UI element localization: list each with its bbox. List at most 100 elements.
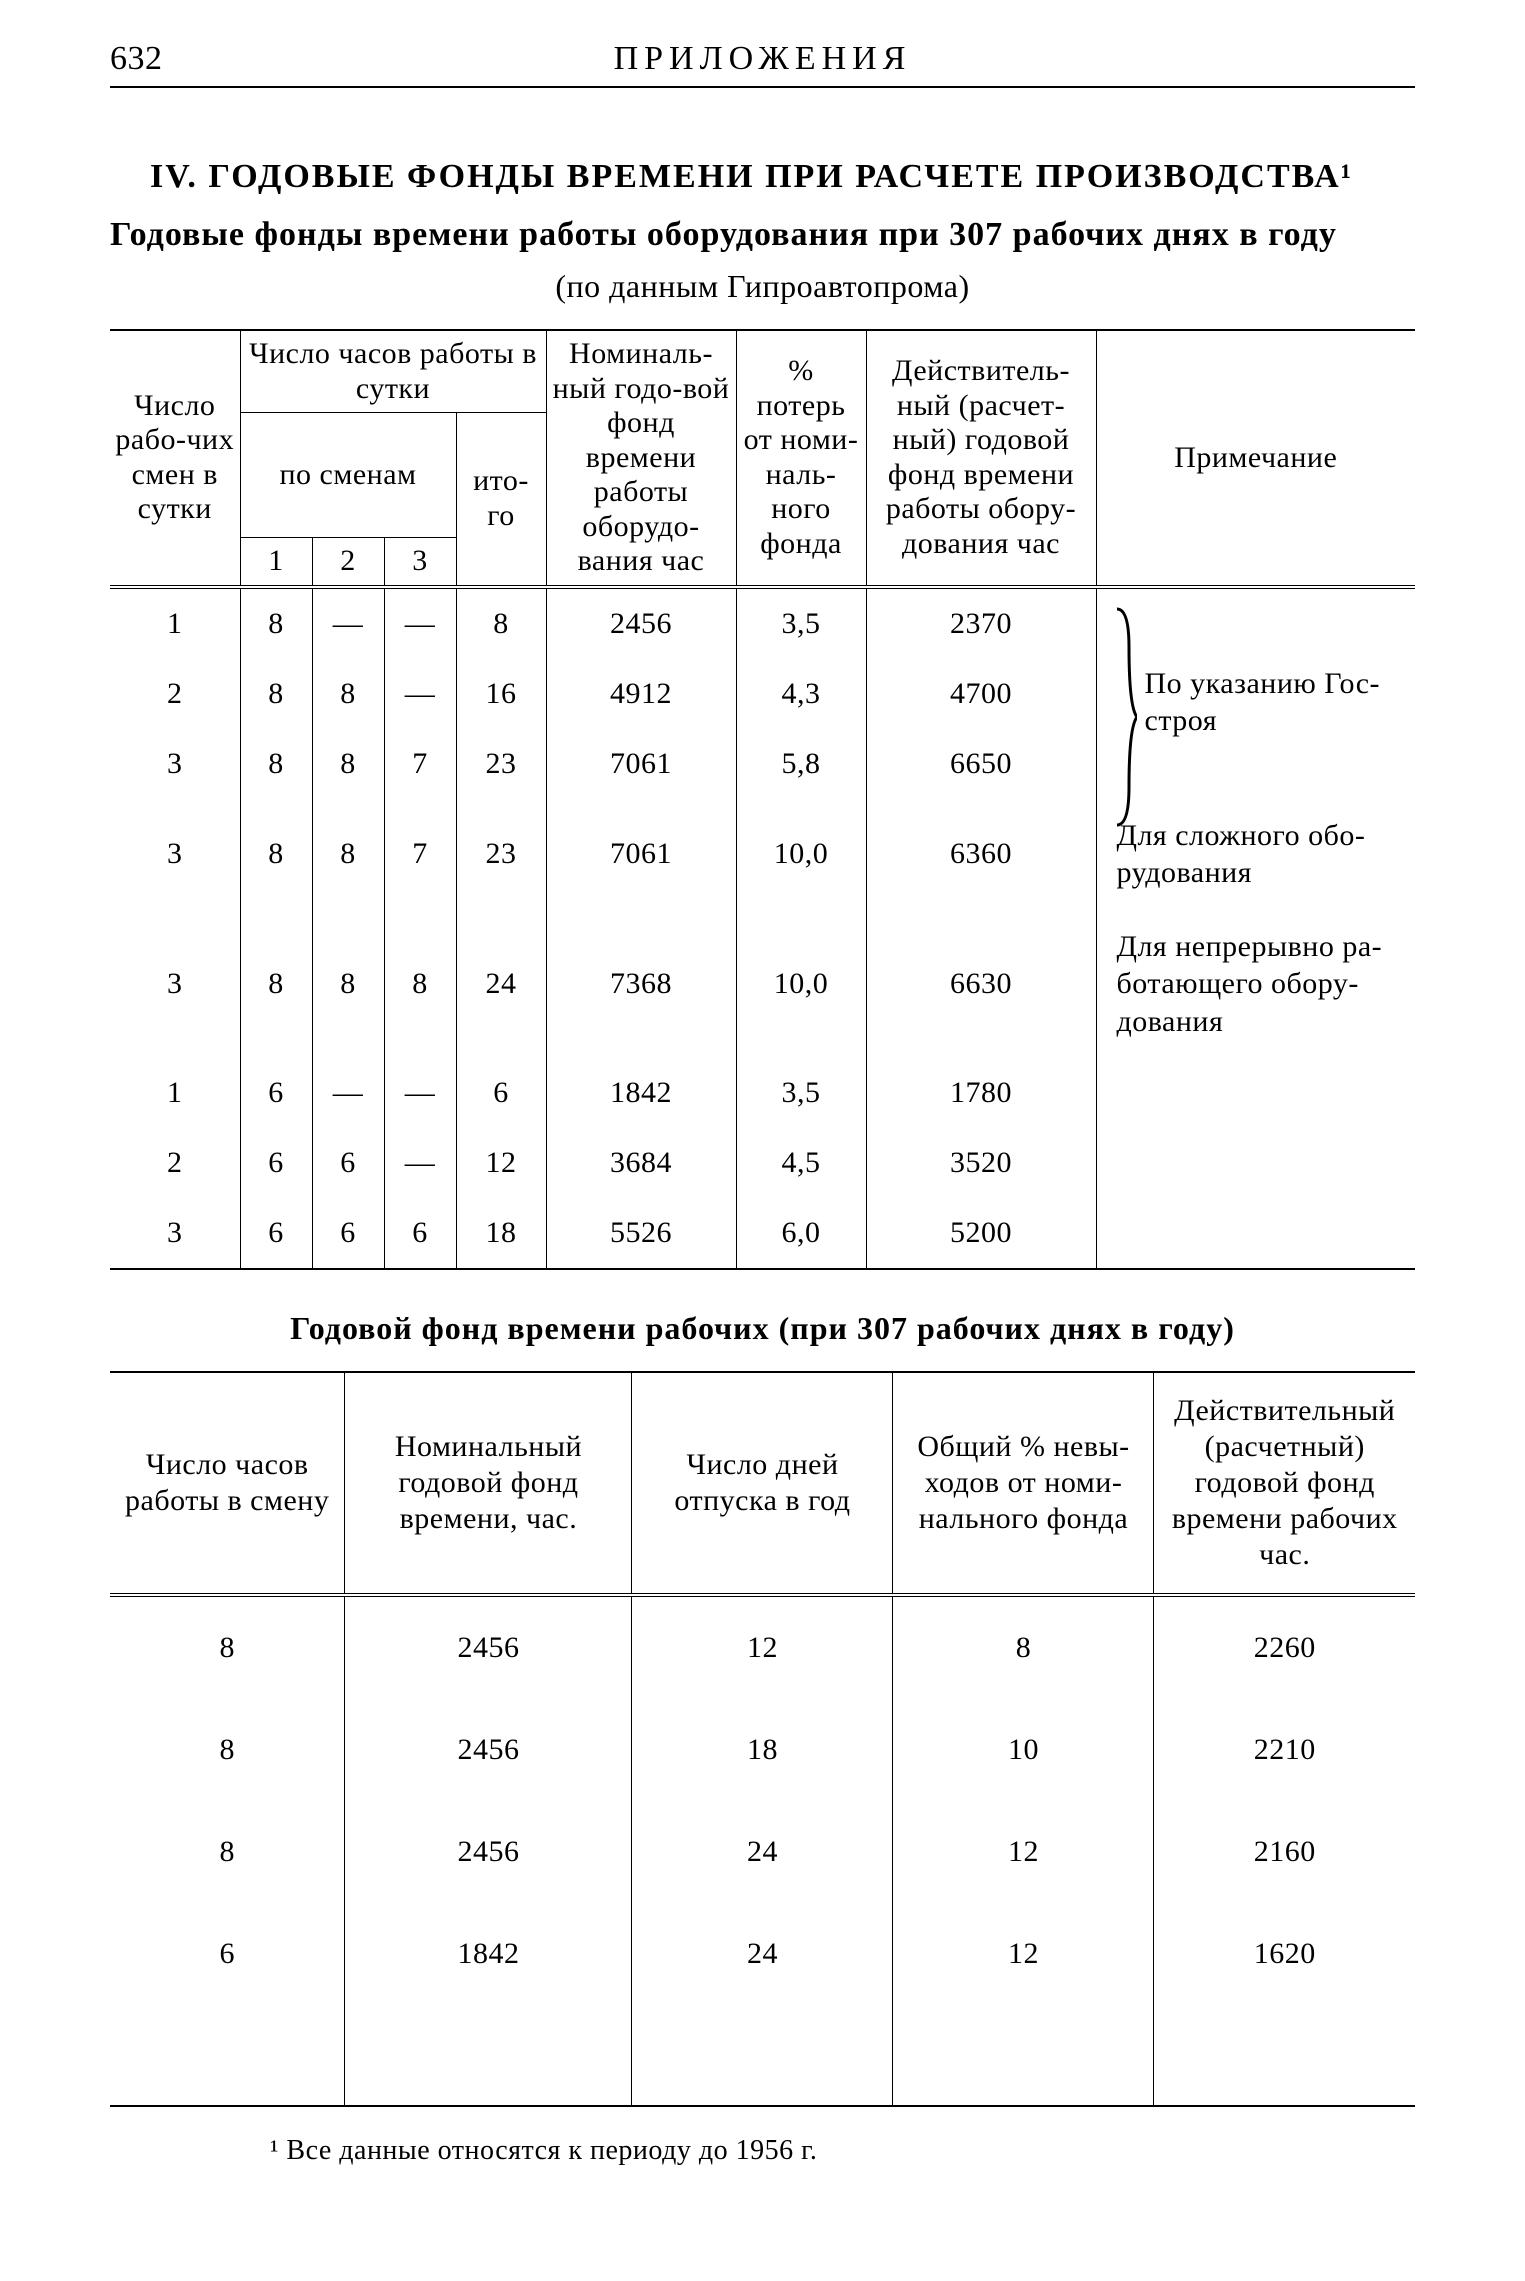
t1-cell: 8	[456, 589, 546, 659]
t2-cell	[110, 2005, 345, 2106]
t1-cell: 6	[312, 1198, 384, 1268]
table-row: 3 8 8 8 24 7368 10,0 6630 Для непрерывно…	[110, 910, 1415, 1059]
t2-cell: 24	[632, 1903, 893, 2005]
t1-cell: 3,5	[736, 589, 866, 659]
t2-cell: 2210	[1154, 1699, 1415, 1801]
t2-h-c1: Число часов работы в смену	[110, 1372, 345, 1595]
t1-cell: 6	[240, 1058, 312, 1128]
t2-cell: 12	[893, 1903, 1154, 2005]
t1-cell: 1	[110, 589, 240, 659]
t1-cell: 7	[384, 799, 456, 910]
t1-note-cell	[1096, 1058, 1415, 1128]
t2-cell: 2456	[345, 1699, 632, 1801]
t1-cell: 23	[456, 799, 546, 910]
table-row: 8 2456 12 8 2260	[110, 1595, 1415, 1699]
t1-cell: —	[384, 1128, 456, 1198]
t1-cell: —	[384, 1058, 456, 1128]
t1-cell: 2	[110, 659, 240, 729]
brace-icon	[1113, 607, 1137, 740]
t1-cell: —	[312, 589, 384, 659]
t1-note-text: По указанию Гос-строя	[1117, 607, 1412, 740]
t1-cell: —	[384, 589, 456, 659]
t2-cell: 1842	[345, 1903, 632, 2005]
table-row: 1 6 — — 6 1842 3,5 1780	[110, 1058, 1415, 1128]
t1-cell: 18	[456, 1198, 546, 1268]
t1-h-sum: ито-го	[456, 413, 546, 587]
table-row: 8 2456 18 10 2210	[110, 1699, 1415, 1801]
sub-title: Годовые фонды времени работы оборудовани…	[110, 216, 1415, 254]
t1-h-note: Примечание	[1096, 330, 1415, 587]
t2-h-c5: Действительный (расчетный) годовой фонд …	[1154, 1372, 1415, 1595]
t1-cell: 8	[384, 910, 456, 1059]
page-number: 632	[110, 40, 230, 78]
t1-cell: 2456	[546, 589, 736, 659]
t1-cell: 7368	[546, 910, 736, 1059]
t1-h-actual: Действитель-ный (расчет-ный) годовой фон…	[866, 330, 1096, 587]
t1-cell: 3520	[866, 1128, 1096, 1198]
t2-cell: 8	[110, 1699, 345, 1801]
t1-h-hours-group: Число часов работы в сутки	[240, 330, 546, 413]
t1-cell: 6,0	[736, 1198, 866, 1268]
t2-cell: 10	[893, 1699, 1154, 1801]
running-header: 632 ПРИЛОЖЕНИЯ	[110, 40, 1415, 88]
t1-cell: 4,3	[736, 659, 866, 729]
t1-cell: 6650	[866, 729, 1096, 799]
table-row: 2 6 6 — 12 3684 4,5 3520	[110, 1128, 1415, 1198]
t1-cell: 3	[110, 910, 240, 1059]
t1-cell: 2370	[866, 589, 1096, 659]
t1-cell: 7061	[546, 729, 736, 799]
t2-cell: 8	[110, 1595, 345, 1699]
t2-cell: 8	[110, 1801, 345, 1903]
t1-note-cell: Для непрерывно ра-ботающего обору-довани…	[1096, 910, 1415, 1059]
t2-cell: 24	[632, 1801, 893, 1903]
t1-cell: 3	[110, 799, 240, 910]
t1-cell: 6	[384, 1198, 456, 1268]
t1-cell: 3,5	[736, 1058, 866, 1128]
t1-cell: 6	[312, 1128, 384, 1198]
t1-h-nominal: Номиналь-ный годо-вой фонд времени работ…	[546, 330, 736, 587]
t1-cell: 8	[240, 729, 312, 799]
t1-cell: 6360	[866, 799, 1096, 910]
t1-cell: 4912	[546, 659, 736, 729]
t2-cell: 18	[632, 1699, 893, 1801]
t2-cell: 8	[893, 1595, 1154, 1699]
t1-cell: 5526	[546, 1198, 736, 1268]
t2-h-c4: Общий % невы-ходов от номи-нального фонд…	[893, 1372, 1154, 1595]
t1-cell: 10,0	[736, 910, 866, 1059]
table-row: 1 8 — — 8 2456 3,5 2370	[110, 589, 1415, 659]
t2-h-c3: Число дней отпуска в год	[632, 1372, 893, 1595]
t2-cell	[345, 2005, 632, 2106]
t1-cell: 5,8	[736, 729, 866, 799]
t1-cell: 3	[110, 1198, 240, 1268]
t1-cell: 24	[456, 910, 546, 1059]
table-row: 8 2456 24 12 2160	[110, 1801, 1415, 1903]
t1-cell: 2	[110, 1128, 240, 1198]
t1-note-cell: По указанию Гос-строя	[1096, 589, 1415, 799]
t2-cell: 2456	[345, 1595, 632, 1699]
t1-cell: 7061	[546, 799, 736, 910]
t2-cell: 12	[893, 1801, 1154, 1903]
t2-cell: 6	[110, 1903, 345, 2005]
t1-cell: 12	[456, 1128, 546, 1198]
t2-cell	[632, 2005, 893, 2106]
t1-cell: —	[384, 659, 456, 729]
t1-cell: 3	[110, 729, 240, 799]
t2-cell: 2260	[1154, 1595, 1415, 1699]
t2-cell: 12	[632, 1595, 893, 1699]
table-row: 6 1842 24 12 1620	[110, 1903, 1415, 2005]
t1-note-cell: Для сложного обо-рудования	[1096, 799, 1415, 910]
workers-time-title: Годовой фонд времени рабочих (при 307 ра…	[110, 1310, 1415, 1347]
t1-cell: 10,0	[736, 799, 866, 910]
t1-cell: 8	[312, 799, 384, 910]
t2-cell: 2456	[345, 1801, 632, 1903]
t1-h-shifts: Число рабо-чих смен в сутки	[110, 330, 240, 587]
t1-cell: 8	[240, 659, 312, 729]
t1-cell: 6	[240, 1128, 312, 1198]
t1-cell: 6	[456, 1058, 546, 1128]
t2-cell	[893, 2005, 1154, 2106]
t1-cell: 5200	[866, 1198, 1096, 1268]
table-row: 3 8 8 7 23 7061 10,0 6360 Для сложного о…	[110, 799, 1415, 910]
table-row	[110, 2005, 1415, 2106]
t1-cell: 4700	[866, 659, 1096, 729]
t2-cell	[1154, 2005, 1415, 2106]
